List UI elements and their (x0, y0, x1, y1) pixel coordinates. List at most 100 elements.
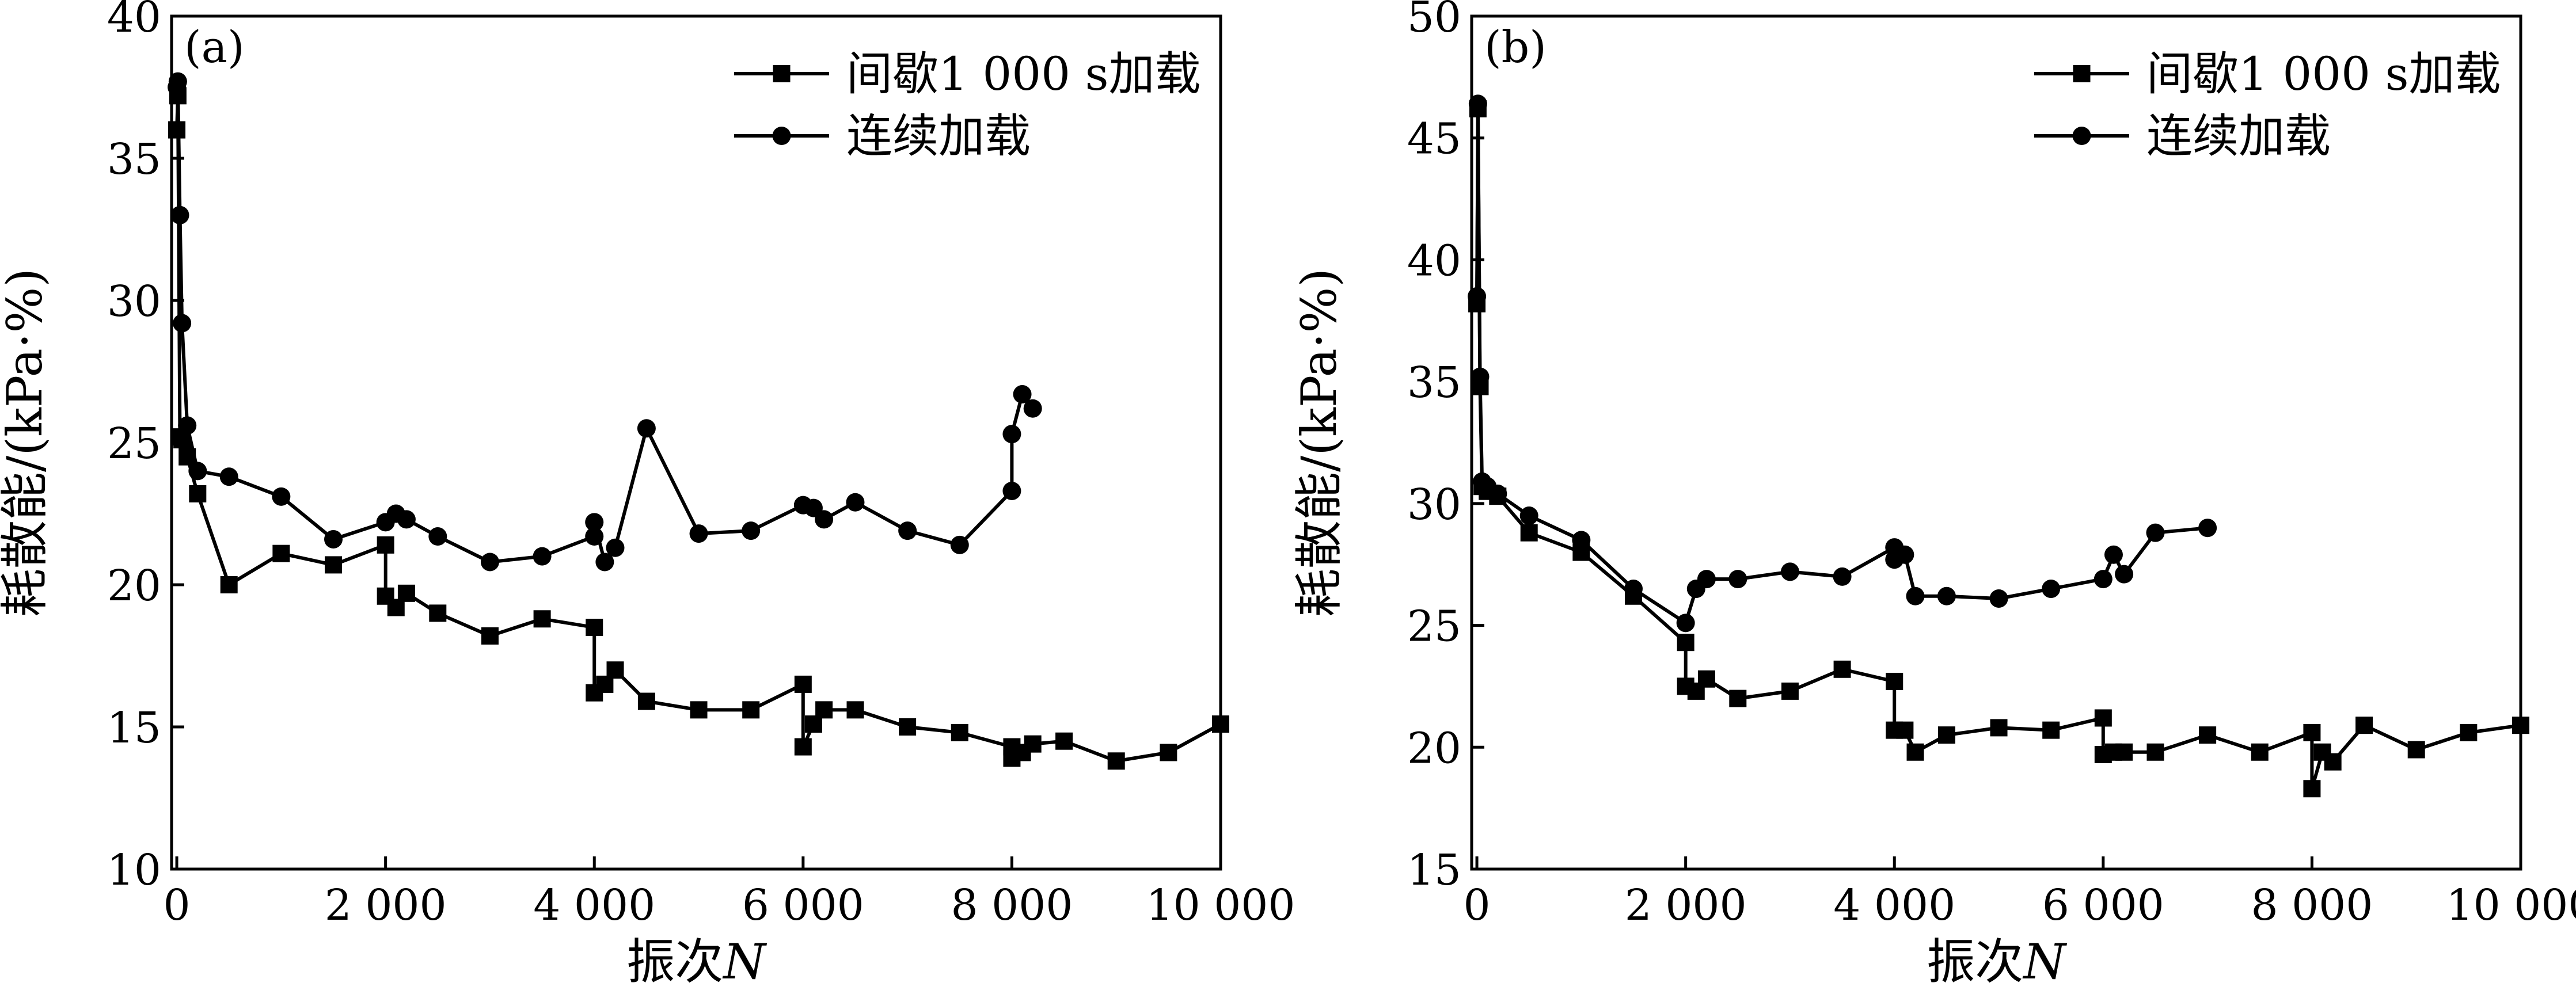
legend-label: 连续加载 (846, 109, 1031, 163)
data-point-circle (2104, 545, 2123, 564)
y-tick-label: 20 (107, 561, 161, 611)
legend-label: 间歇1 000 s加载 (846, 47, 1201, 101)
data-point-square (272, 544, 290, 562)
data-point-square (606, 661, 624, 679)
data-point-circle (1624, 580, 1643, 599)
data-point-square (1886, 672, 1903, 690)
data-point-square (899, 718, 917, 736)
data-point-circle (950, 535, 969, 554)
y-tick-label: 15 (107, 703, 161, 753)
legend-label: 连续加载 (2146, 109, 2331, 163)
data-point-circle (637, 419, 656, 438)
data-point-square (1677, 634, 1694, 652)
data-point-circle (1572, 531, 1591, 550)
data-point-circle (585, 527, 604, 546)
y-axis-label: 耗散能/(kPa·%) (1291, 268, 1347, 617)
data-point-square (429, 604, 447, 622)
data-point-square (1833, 660, 1851, 678)
x-axis-label: 振次N (626, 934, 767, 990)
legend-marker-square (773, 65, 791, 82)
data-point-circle (815, 510, 834, 529)
data-point-circle (1780, 562, 1799, 581)
data-point-circle (1023, 399, 1042, 418)
data-point-circle (1468, 94, 1487, 113)
data-point-square (2460, 723, 2478, 741)
data-point-circle (168, 72, 187, 91)
data-point-circle (1937, 586, 1956, 605)
data-point-square (2146, 743, 2164, 761)
data-point-circle (1013, 385, 1032, 404)
data-point-circle (1895, 545, 1914, 564)
data-point-square (397, 584, 415, 602)
data-point-circle (480, 553, 499, 572)
data-point-square (2355, 717, 2373, 734)
data-point-square (325, 556, 343, 574)
x-tick-label: 2 000 (1625, 881, 1747, 930)
x-tick-label: 6 000 (742, 881, 864, 930)
data-point-square (1781, 682, 1799, 700)
data-point-square (1729, 690, 1747, 707)
y-tick-label: 40 (107, 0, 161, 42)
data-point-square (794, 675, 812, 693)
series-line-intermittent (1475, 106, 2521, 791)
data-point-square (1990, 719, 2008, 737)
data-point-circle (170, 205, 189, 224)
data-point-square (1055, 732, 1073, 750)
data-point-circle (2146, 523, 2165, 542)
data-point-circle (2198, 519, 2217, 538)
data-point-square (2303, 780, 2321, 798)
data-point-circle (178, 416, 197, 435)
data-point-circle (2042, 580, 2061, 599)
data-point-circle (1989, 589, 2008, 608)
data-point-square (2042, 721, 2060, 739)
data-point-square (1937, 726, 1955, 744)
y-tick-label: 10 (107, 845, 161, 895)
x-tick-label: 10 000 (2446, 881, 2576, 930)
data-point-circle (595, 553, 614, 572)
data-point-circle (1833, 567, 1852, 586)
data-point-circle (846, 493, 865, 512)
data-point-square (2094, 709, 2112, 727)
data-point-square (2407, 741, 2425, 759)
x-tick-label: 4 000 (533, 881, 655, 930)
data-point-circle (324, 530, 343, 548)
x-tick-label: 0 (164, 881, 191, 930)
data-point-circle (606, 538, 625, 557)
y-tick-label: 40 (1407, 236, 1461, 285)
data-point-square (2324, 753, 2342, 771)
data-point-square (1107, 752, 1125, 770)
data-point-circle (1519, 506, 1538, 525)
data-point-circle (1002, 481, 1021, 500)
data-point-circle (1697, 570, 1716, 589)
y-tick-label: 45 (1407, 115, 1461, 164)
data-point-circle (585, 513, 604, 532)
data-point-square (815, 701, 833, 719)
data-point-circle (1906, 586, 1925, 605)
x-tick-label: 2 000 (325, 881, 447, 930)
data-point-circle (1728, 570, 1747, 589)
data-point-square (637, 692, 655, 710)
data-point-circle (272, 487, 291, 506)
data-point-circle (1488, 484, 1507, 503)
data-point-square (742, 701, 760, 719)
y-tick-label: 25 (1407, 602, 1461, 652)
data-point-circle (742, 521, 761, 540)
y-tick-label: 30 (107, 277, 161, 326)
data-point-square (533, 610, 551, 628)
data-point-square (690, 701, 708, 719)
data-point-circle (533, 547, 552, 566)
data-point-square (586, 619, 603, 637)
data-point-circle (1468, 287, 1487, 306)
data-point-circle (188, 462, 207, 481)
data-point-circle (1002, 425, 1021, 444)
chart-panel-a: 10 15 20 25 30 35 40 0 2 000 4 000 6 000 8 000 10 00… (0, 0, 1295, 990)
data-point-square (1520, 524, 1538, 542)
x-tick-label: 8 000 (2251, 881, 2373, 930)
data-point-square (1896, 721, 1914, 739)
data-point-square (481, 627, 499, 645)
data-point-square (1906, 743, 1924, 761)
y-tick-label: 20 (1407, 723, 1461, 773)
data-point-square (2512, 717, 2529, 734)
legend-marker-square (2073, 65, 2091, 82)
